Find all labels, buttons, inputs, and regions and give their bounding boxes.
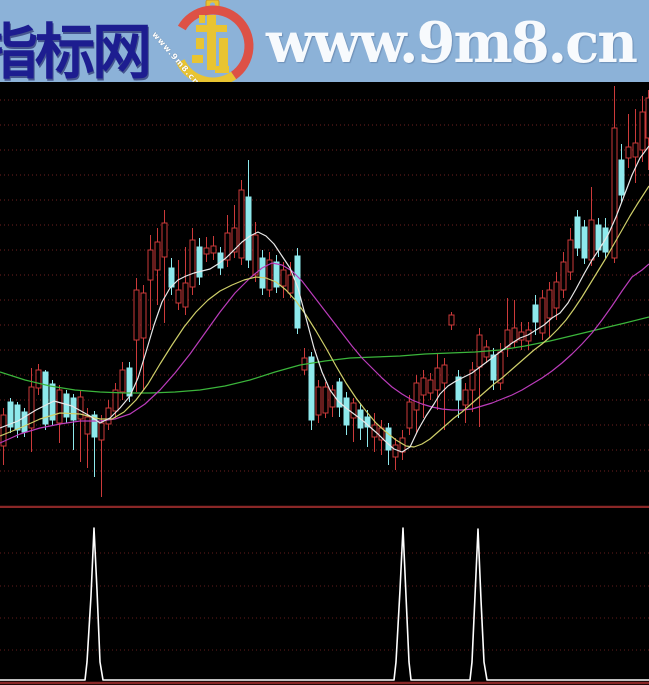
candle-up (35, 369, 42, 389)
candle-down (385, 427, 392, 451)
candle-up (189, 239, 196, 288)
candle-up (315, 386, 322, 416)
candle-up (553, 281, 560, 309)
candle-up (413, 382, 420, 411)
candle-down (294, 255, 301, 329)
ma-slow-green (0, 316, 649, 394)
candle-down (336, 381, 343, 408)
candle-up (462, 389, 469, 406)
candle-up (210, 245, 217, 254)
candle-up (392, 444, 399, 458)
candle-up (567, 239, 574, 273)
candle-down (245, 196, 252, 261)
candle-up (154, 241, 161, 271)
candle-down (490, 354, 497, 381)
candle-up (133, 289, 140, 341)
candle-up (252, 234, 259, 276)
candle-up (546, 289, 553, 319)
candle-up (112, 389, 119, 412)
candlestick-chart[interactable] (0, 82, 649, 508)
candle-up (427, 379, 434, 394)
candle-up (406, 401, 413, 429)
candle-down (343, 397, 350, 426)
ma-mid-magenta (0, 262, 649, 444)
candle-up (147, 249, 154, 281)
candle-up (420, 377, 427, 396)
candle-up (639, 111, 646, 151)
ma-fast-yellow (0, 185, 649, 448)
candle-up (280, 269, 287, 287)
moving-average-lines (0, 145, 649, 453)
candle-up (588, 219, 595, 261)
candle-up (56, 389, 63, 424)
candle-up (266, 259, 273, 291)
candle-up (434, 367, 441, 391)
candle-up (28, 386, 35, 429)
candle-down (581, 226, 588, 259)
candle-up (625, 146, 632, 159)
candle-down (70, 397, 77, 421)
candle-down (259, 257, 266, 289)
candle-up (182, 282, 189, 308)
candle-up (224, 232, 231, 261)
candle-up (105, 407, 112, 425)
candle-down (7, 401, 14, 428)
candle-up (469, 369, 476, 391)
candles (0, 86, 649, 497)
candle-down (21, 411, 28, 433)
sub-gridlines (0, 552, 649, 651)
candle-up (0, 414, 7, 447)
candle-up (84, 416, 91, 435)
chart-area (0, 82, 649, 685)
candle-down (273, 261, 280, 288)
candle-up (98, 422, 105, 441)
candle-down (618, 159, 625, 196)
candle-down (196, 246, 203, 278)
candle-up (611, 127, 618, 259)
site-url-text: www.9m8.cn (266, 10, 638, 76)
candle-up (231, 227, 238, 253)
candle-up (329, 389, 336, 408)
candle-up (175, 289, 182, 304)
candle-down (595, 224, 602, 251)
candle-up (140, 292, 147, 339)
signal-spike-line (0, 527, 649, 681)
candle-down (308, 356, 315, 421)
site-title: 指标网 (0, 18, 152, 82)
candle-up (632, 142, 639, 158)
candle-up (322, 386, 329, 414)
candle-down (455, 376, 462, 401)
candle-up (287, 274, 294, 294)
candle-up (119, 369, 126, 393)
candle-down (574, 216, 581, 249)
candle-up (203, 247, 210, 255)
site-banner: 指标网 www.9m8.cn www.9m8.cn (0, 0, 649, 82)
signal-indicator-chart[interactable] (0, 508, 649, 685)
candle-up (448, 314, 455, 326)
candle-down (14, 404, 21, 431)
candle-up (539, 297, 546, 334)
candle-up (161, 222, 168, 258)
candle-up (350, 402, 357, 419)
candle-up (560, 261, 567, 291)
candle-up (441, 364, 448, 384)
candle-down (91, 414, 98, 438)
candle-up (77, 396, 84, 420)
candle-up (483, 346, 490, 358)
candle-down (532, 304, 539, 323)
ma-fastest-white (0, 145, 649, 453)
candle-up (238, 189, 245, 259)
candle-down (42, 371, 49, 425)
site-logo-icon (176, 0, 254, 82)
